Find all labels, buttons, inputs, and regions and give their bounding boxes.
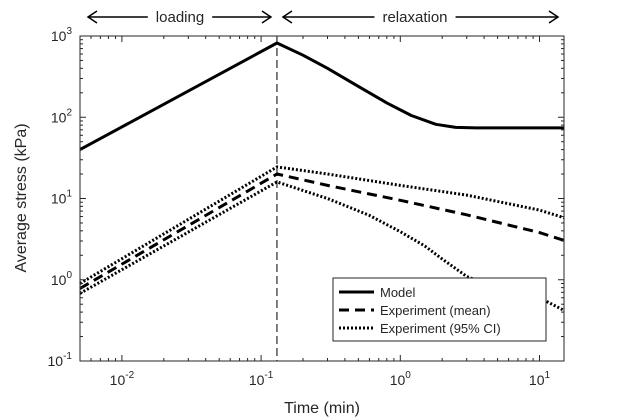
phase-label-gap: [147, 13, 213, 21]
series-line-experiment-95-ci-upper: [79, 165, 565, 285]
phase-arrow-relaxation: [281, 10, 560, 24]
phase-label-loading: loading: [156, 9, 204, 26]
x-tick-label: 101: [529, 370, 551, 388]
y-tick-label: 101: [51, 189, 73, 207]
series-line-model: [79, 41, 564, 151]
legend-label-experiment-mean: Experiment (mean): [380, 303, 491, 318]
legend: Model Experiment (mean) Experiment (95% …: [332, 277, 547, 342]
legend-label-experiment-ci: Experiment (95% CI): [380, 321, 501, 336]
x-tick-label: 100: [390, 370, 412, 388]
y-tick-label: 10-1: [48, 351, 73, 369]
x-axis-label: Time (min): [284, 400, 360, 417]
y-tick-label: 100: [51, 270, 73, 288]
y-tick-label: 103: [51, 26, 73, 44]
phase-label-relaxation: relaxation: [382, 9, 447, 26]
x-tick-label: 10-2: [110, 370, 135, 388]
phase-arrow-loading: [86, 10, 273, 24]
phase-arrow-layer: [86, 10, 560, 24]
legend-box: [332, 277, 547, 342]
y-tick-label: 102: [51, 107, 73, 125]
phase-label-gap: [374, 13, 456, 21]
y-axis-label: Average stress (kPa): [13, 123, 30, 272]
x-tick-label: 10-1: [249, 370, 274, 388]
legend-label-model: Model: [380, 285, 416, 300]
tick-layer: 10-2 10-1 100 101 10-1 100 101 102 103: [48, 26, 564, 388]
